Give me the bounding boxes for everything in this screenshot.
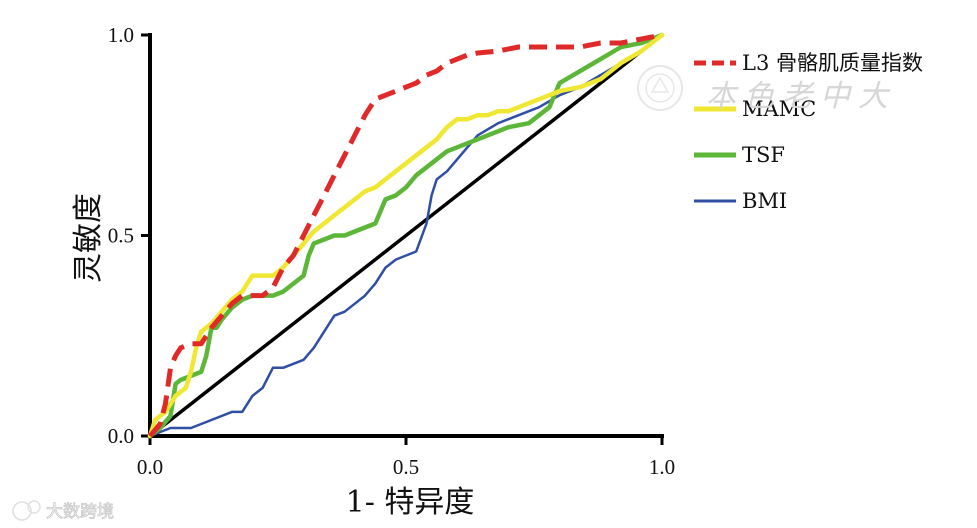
ticks: 0.0 0.5 1.0 0.0 0.5 1.0: [108, 23, 675, 479]
y-tick-label: 1.0: [108, 23, 134, 47]
legend-label: L3 骨骼肌质量指数: [742, 51, 923, 75]
x-tick-label: 0.5: [393, 455, 419, 479]
watermark-seal-icon: [637, 65, 683, 111]
y-tick-label: 0.5: [108, 224, 134, 248]
series-line-tsf: [147, 32, 665, 439]
legend-label: BMI: [742, 189, 787, 213]
watermark-logo-icon: [12, 500, 41, 521]
legend-label: TSF: [742, 143, 785, 167]
x-tick-label: 0.0: [137, 455, 163, 479]
x-axis-title: 1- 特异度: [346, 485, 475, 520]
reference-diagonal-line: [148, 33, 664, 438]
legend-label: MAMC: [742, 97, 816, 121]
legend: L3 骨骼肌质量指数 MAMC TSF BMI: [694, 51, 923, 213]
series-line-mamc: [147, 32, 665, 439]
x-tick-label: 1.0: [649, 455, 675, 479]
series-line-bmi: [148, 33, 664, 438]
y-axis-title: 灵敏度: [71, 193, 106, 283]
watermark-text-bottom: 大数跨境: [46, 502, 114, 522]
watermark-text-top: 本色老中大: [706, 79, 896, 114]
series-line-l3-骨骼肌质量指数: [148, 32, 663, 438]
plot-area: [147, 32, 665, 439]
y-tick-label: 0.0: [108, 424, 134, 448]
